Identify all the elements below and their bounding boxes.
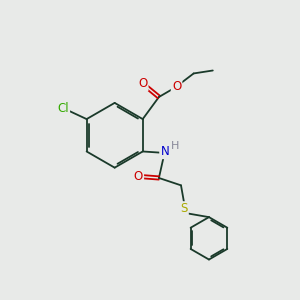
Text: O: O — [134, 170, 143, 183]
Text: O: O — [172, 80, 181, 93]
Text: S: S — [180, 202, 188, 215]
Text: N: N — [160, 145, 169, 158]
Text: H: H — [171, 142, 179, 152]
Text: Cl: Cl — [57, 102, 69, 115]
Text: O: O — [138, 77, 147, 90]
